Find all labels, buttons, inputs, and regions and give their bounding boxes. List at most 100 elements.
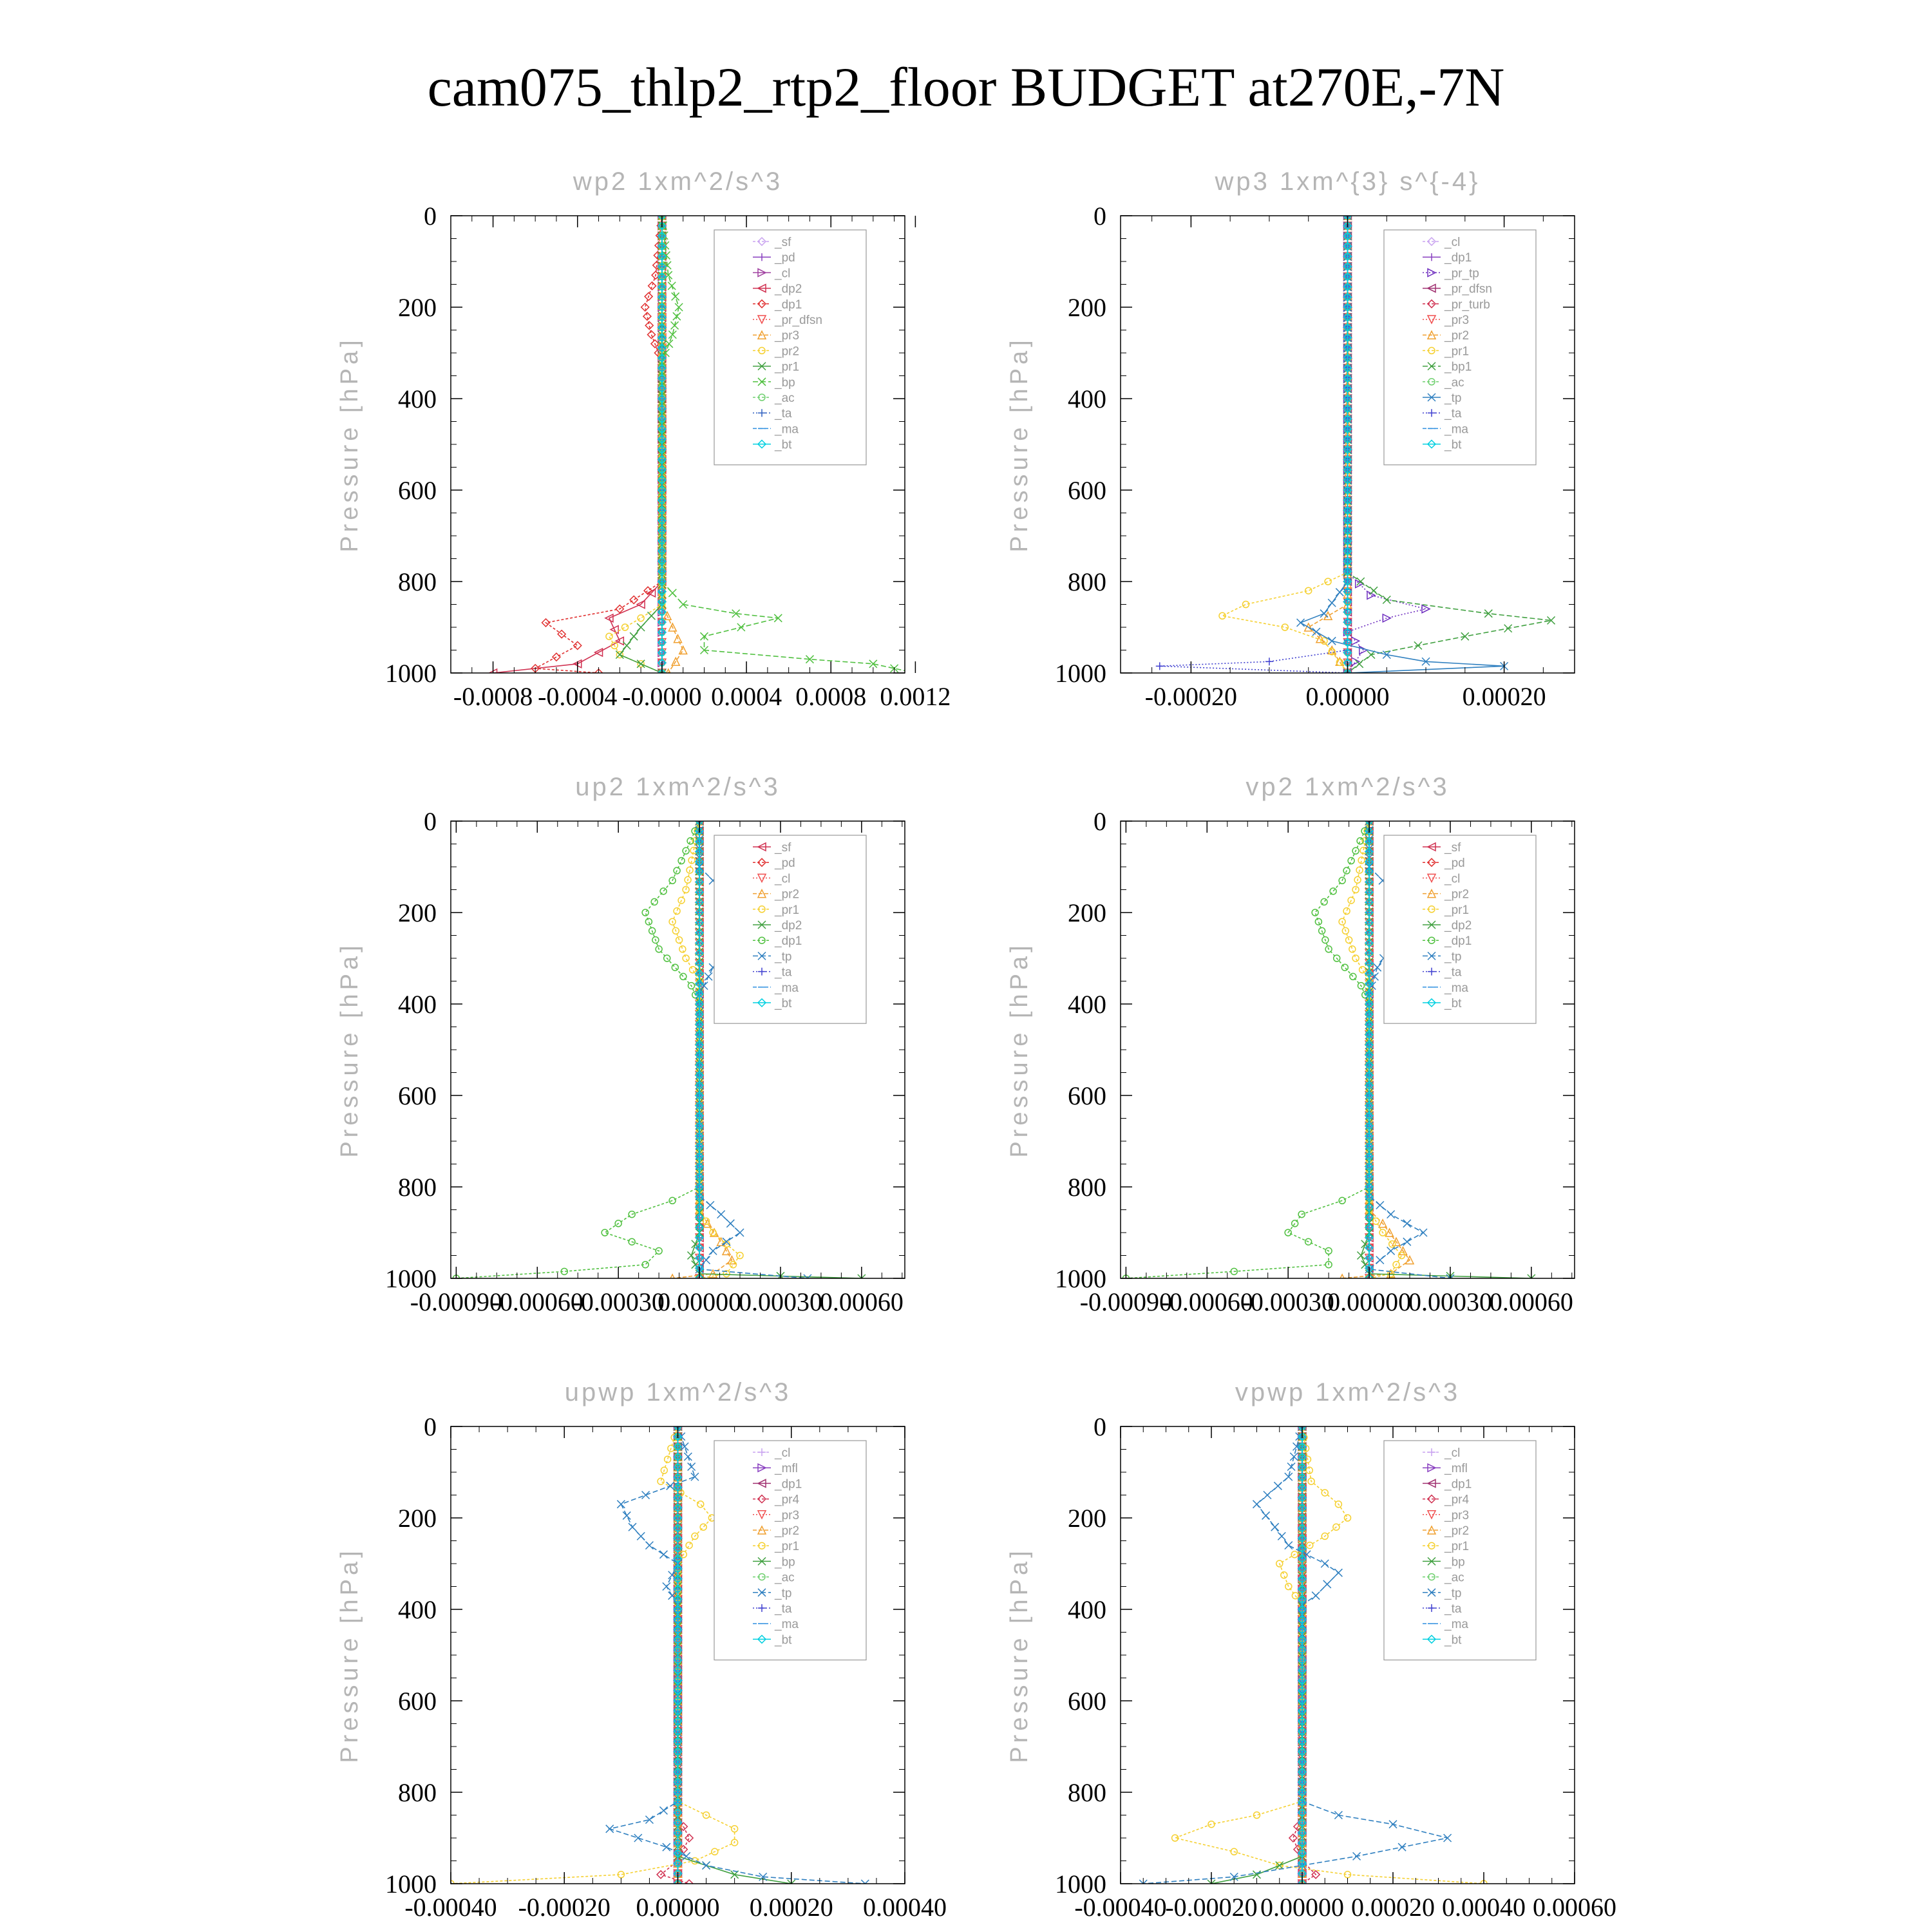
data-point [657,282,667,292]
data-point [673,1645,683,1655]
legend-label: _sf [774,236,791,249]
y-tick-label: 600 [1068,476,1106,505]
data-point [637,614,645,622]
legend-entry-tp: _tp [753,950,791,963]
data-point [673,1625,683,1634]
data-point [1321,1489,1329,1497]
data-point [1365,1101,1374,1110]
data-point [1373,963,1382,972]
legend-marker [757,1588,766,1597]
legend-entry-bt: _bt [1423,439,1462,452]
data-point [616,1500,625,1509]
series-line [1220,216,1349,673]
legend-label: _pr1 [774,1540,799,1553]
x-tick-label: 0.00000 [658,1287,741,1316]
data-point [657,607,667,617]
legend-marker [757,1510,767,1520]
data-point [673,1523,683,1533]
legend-entry-ac: _ac [753,1571,795,1585]
legend-entry-pd: _pd [1423,857,1465,870]
legend-marker [1426,1494,1437,1504]
legend-marker [757,315,767,325]
data-point [1365,938,1374,948]
data-point [1365,826,1374,836]
data-point [1334,1500,1343,1508]
data-point [657,323,667,332]
data-point [1171,1834,1179,1842]
data-point [695,1243,705,1253]
data-point [1343,343,1352,353]
data-point [1365,877,1374,887]
data-point [1387,1210,1396,1219]
data-point [657,638,667,647]
data-point [617,1871,625,1879]
data-point [657,444,667,454]
data-point [605,632,613,640]
data-point [659,1550,668,1559]
legend-entry-tp: _tp [1423,1587,1461,1600]
legend-entry-pd: _pd [753,857,795,870]
data-point [1343,221,1352,231]
data-point [695,958,705,968]
data-point [668,1197,676,1205]
series-pr1 [451,1426,739,1884]
data-point [673,1777,683,1787]
data-point [1289,1452,1298,1461]
panel-title: up2 1xm^2/s^3 [575,773,781,801]
legend-marker [1426,299,1437,308]
legend-entry-pr1: _pr1 [1423,904,1469,917]
data-point [1387,1270,1395,1278]
data-point [1372,1217,1380,1225]
legend-entry-dp1: _dp1 [753,934,802,948]
legend-label: _ma [1444,422,1468,436]
legend-entry-pr3: _pr3 [1423,314,1469,327]
data-point [695,1202,705,1212]
data-point [787,1879,796,1884]
chart-panel-4: vp2 1xm^2/s^3 Pressure [hPa] 0 200 400 600 800… [1006,773,1575,1316]
legend-label: _pr_dfsn [774,314,822,327]
legend-label: _dp1 [774,1477,802,1491]
data-point [650,898,658,906]
data-point [695,1121,705,1131]
data-point [1365,958,1374,968]
data-point [1352,847,1359,855]
data-point [659,887,667,895]
legend-marker [757,299,767,308]
data-point [622,641,631,650]
data-point [679,600,688,609]
legend-entry-tp: _tp [753,1587,791,1600]
data-point [615,650,624,659]
data-point [648,927,656,935]
x-tick-label: 0.00040 [1442,1893,1526,1922]
data-point [1320,609,1329,618]
data-point [699,1523,707,1531]
legend-label: _pr1 [774,904,799,917]
data-point [657,435,667,444]
legend-label: _pr2 [774,888,799,902]
data-point [673,1554,683,1564]
data-point [1365,1070,1374,1080]
data-point [736,1251,744,1260]
data-point [1343,272,1352,281]
series-bp [1207,1426,1307,1884]
data-point [1359,645,1368,655]
data-point [1356,577,1365,586]
data-point [722,1237,731,1246]
legend-label: _pr1 [1444,345,1469,358]
data-point [1398,1245,1408,1256]
legend-entry-pd: _pd [753,251,795,265]
legend-entry-bp: _bp [753,376,795,390]
legend-entry-dp1: _dp1 [1423,1477,1472,1491]
data-point [695,847,705,857]
y-tick-label: 0 [424,1412,437,1441]
data-point [637,660,645,668]
data-point [711,1848,719,1856]
x-tick-label: -0.00020 [518,1893,611,1922]
data-point [1352,1852,1361,1861]
plot-area [451,1426,869,1884]
legend-label: _tp [1444,950,1461,963]
data-point [1280,1571,1288,1579]
data-point [650,339,660,348]
data-point [636,600,645,609]
data-point [655,1247,663,1255]
